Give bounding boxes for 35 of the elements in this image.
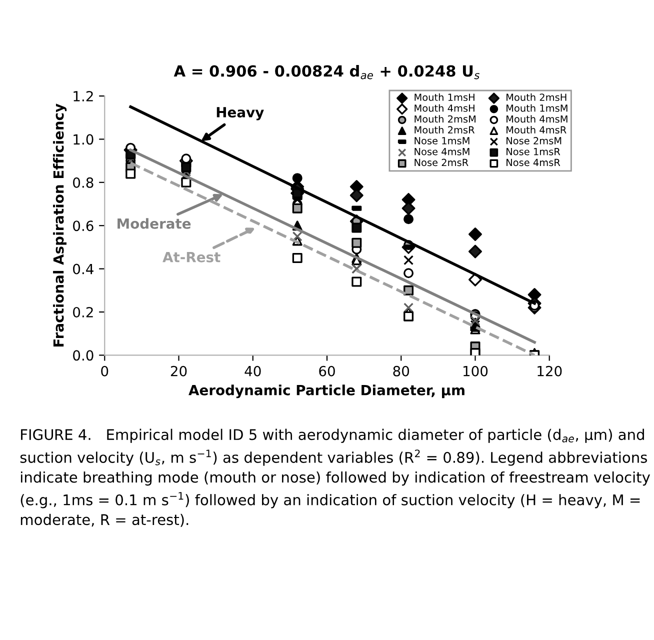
- y-tick-label: 0.6: [73, 220, 94, 232]
- annotation: Heavy: [216, 107, 264, 120]
- x-tick-label: 20: [170, 366, 187, 376]
- annotation: Moderate: [118, 218, 191, 229]
- annotation: At-Rest: [162, 252, 220, 262]
- y-tick-label: 1.0: [74, 134, 94, 145]
- legend-label: Nose 2msM: [506, 137, 562, 144]
- legend-label: Mouth 1msH: [414, 93, 474, 101]
- legend-label: Mouth 4msR: [506, 126, 566, 134]
- legend-label: Mouth 2msH: [506, 93, 566, 101]
- y-tick-label: 0.8: [73, 177, 94, 188]
- legend-label: Nose 2msR: [414, 158, 468, 166]
- y-tick-label: 0.0: [73, 350, 94, 361]
- legend-label: Nose 4msR: [506, 158, 560, 166]
- y-tick-label: 0.2: [73, 306, 93, 318]
- y-tick-label: 1.2: [74, 90, 93, 102]
- x-tick-label: 80: [393, 366, 410, 376]
- x-tick-label: 120: [538, 366, 562, 376]
- y-tick-label: 0.4: [73, 264, 94, 274]
- x-tick-label: 40: [244, 366, 261, 376]
- x-tick-label: 60: [319, 366, 335, 376]
- legend-label: Mouth 4msM: [506, 115, 568, 123]
- legend-label: Mouth 2msM: [414, 115, 476, 123]
- legend-label: Mouth 4msH: [414, 104, 474, 112]
- legend-label: Mouth 1msM: [506, 104, 568, 112]
- text: FIGURE 4. Empirical model ID 5 with aerodynamic diameter of particle (d$_{ae}$, μm) and suction velocity (U$_{s}$, m s$^{−1}$) as dependent variables (R$^{2}$ = 0.89). Legend abbreviations indicate breathing mode (mouth or nose) followed by indication of freestream velocity (e.g., 1ms = 0.1 m s$^{−1}$) followed by an indication of suction velocity (H = heavy, M = moderate, R = at-rest).: [20, 428, 650, 527]
- y-axis-title: Fractional Aspiration Efficiency: [53, 104, 67, 347]
- legend-label: Nose 4msM: [414, 148, 470, 156]
- legend-label: Nose 1msR: [506, 148, 560, 156]
- x-tick-label: 100: [464, 366, 488, 376]
- x-axis-title: Aerodynamic Particle Diameter, μm: [188, 384, 464, 398]
- chart-title: A = 0.906 - 0.00824 d$_{ae}$ + 0.0248 U$_{s}$: [174, 64, 480, 80]
- x-tick-label: 0: [101, 366, 108, 376]
- legend-label: Nose 1msM: [414, 137, 470, 144]
- legend-label: Mouth 2msR: [414, 126, 475, 134]
